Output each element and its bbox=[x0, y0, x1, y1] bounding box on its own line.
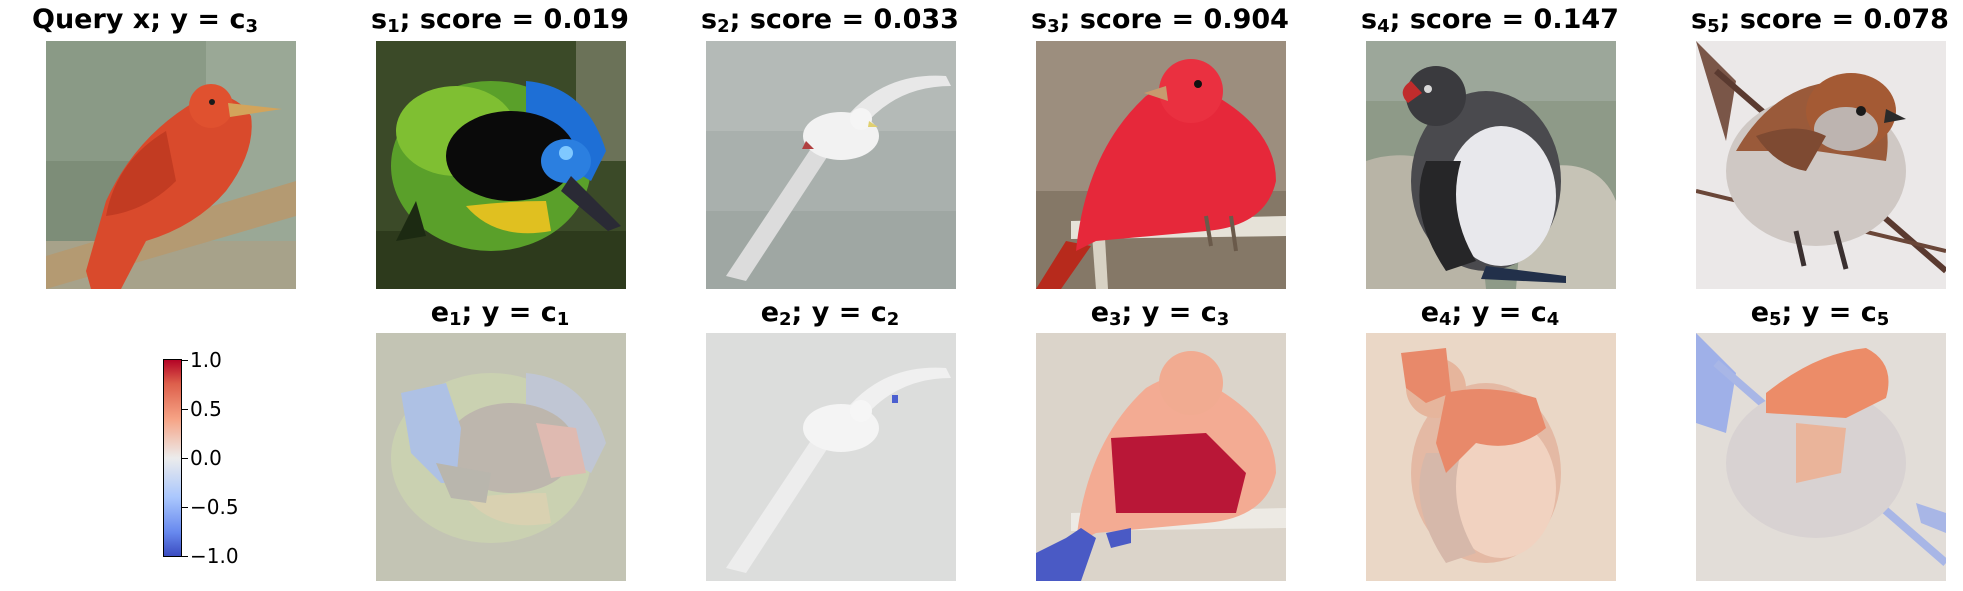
query-image bbox=[46, 41, 296, 289]
colorbar bbox=[163, 359, 182, 557]
explanation-title-2: e2; y = c2 bbox=[760, 297, 900, 330]
explanation-map-4 bbox=[1366, 333, 1616, 581]
similar-image-5 bbox=[1696, 41, 1946, 289]
explanation-map-2 bbox=[706, 333, 956, 581]
explanation-map-5 bbox=[1696, 333, 1946, 581]
explanation-title-3: e3; y = c3 bbox=[1090, 297, 1230, 330]
colorbar-tick bbox=[182, 507, 188, 508]
colorbar-tick-label: −0.5 bbox=[190, 495, 239, 519]
colorbar-tick-label: 0.5 bbox=[190, 397, 222, 421]
colorbar-tick-label: 0.0 bbox=[190, 446, 222, 470]
colorbar-tick bbox=[182, 360, 188, 361]
similar-image-3 bbox=[1036, 41, 1286, 289]
colorbar-tick bbox=[182, 556, 188, 557]
explanation-title-1: e1; y = c1 bbox=[430, 297, 570, 330]
sparrow-photo bbox=[1696, 41, 1946, 289]
similar-image-4 bbox=[1366, 41, 1616, 289]
explanation-title-4: e4; y = c4 bbox=[1420, 297, 1560, 330]
colorbar-tick bbox=[182, 409, 188, 410]
query-title: Query x; y = c3 bbox=[0, 4, 315, 36]
similar-image-1 bbox=[376, 41, 626, 289]
similar-title-4: s4; score = 0.147 bbox=[1361, 4, 1619, 37]
red-tanager-photo bbox=[1036, 41, 1286, 289]
explanation-map-1 bbox=[376, 333, 626, 581]
colorbar-tick bbox=[182, 458, 188, 459]
similar-image-2 bbox=[706, 41, 956, 289]
explanation-map-3 bbox=[1036, 333, 1286, 581]
colorbar-tick-label: 1.0 bbox=[190, 348, 222, 372]
similar-title-2: s2; score = 0.033 bbox=[701, 4, 959, 37]
similar-title-1: s1; score = 0.019 bbox=[371, 4, 629, 37]
similar-title-5: s5; score = 0.078 bbox=[1691, 4, 1949, 37]
green-blue-jay-photo bbox=[376, 41, 626, 289]
query-title-text: Query x; y = c bbox=[32, 4, 246, 35]
colorbar-tick-label: −1.0 bbox=[190, 544, 239, 568]
explanation-title-5: e5; y = c5 bbox=[1750, 297, 1890, 330]
similar-title-3: s3; score = 0.904 bbox=[1031, 4, 1289, 37]
flying-tropicbird-photo bbox=[706, 41, 956, 289]
query-title-sub: 3 bbox=[245, 16, 258, 37]
red-tanager-photo bbox=[46, 41, 296, 289]
auklet-photo bbox=[1366, 41, 1616, 289]
